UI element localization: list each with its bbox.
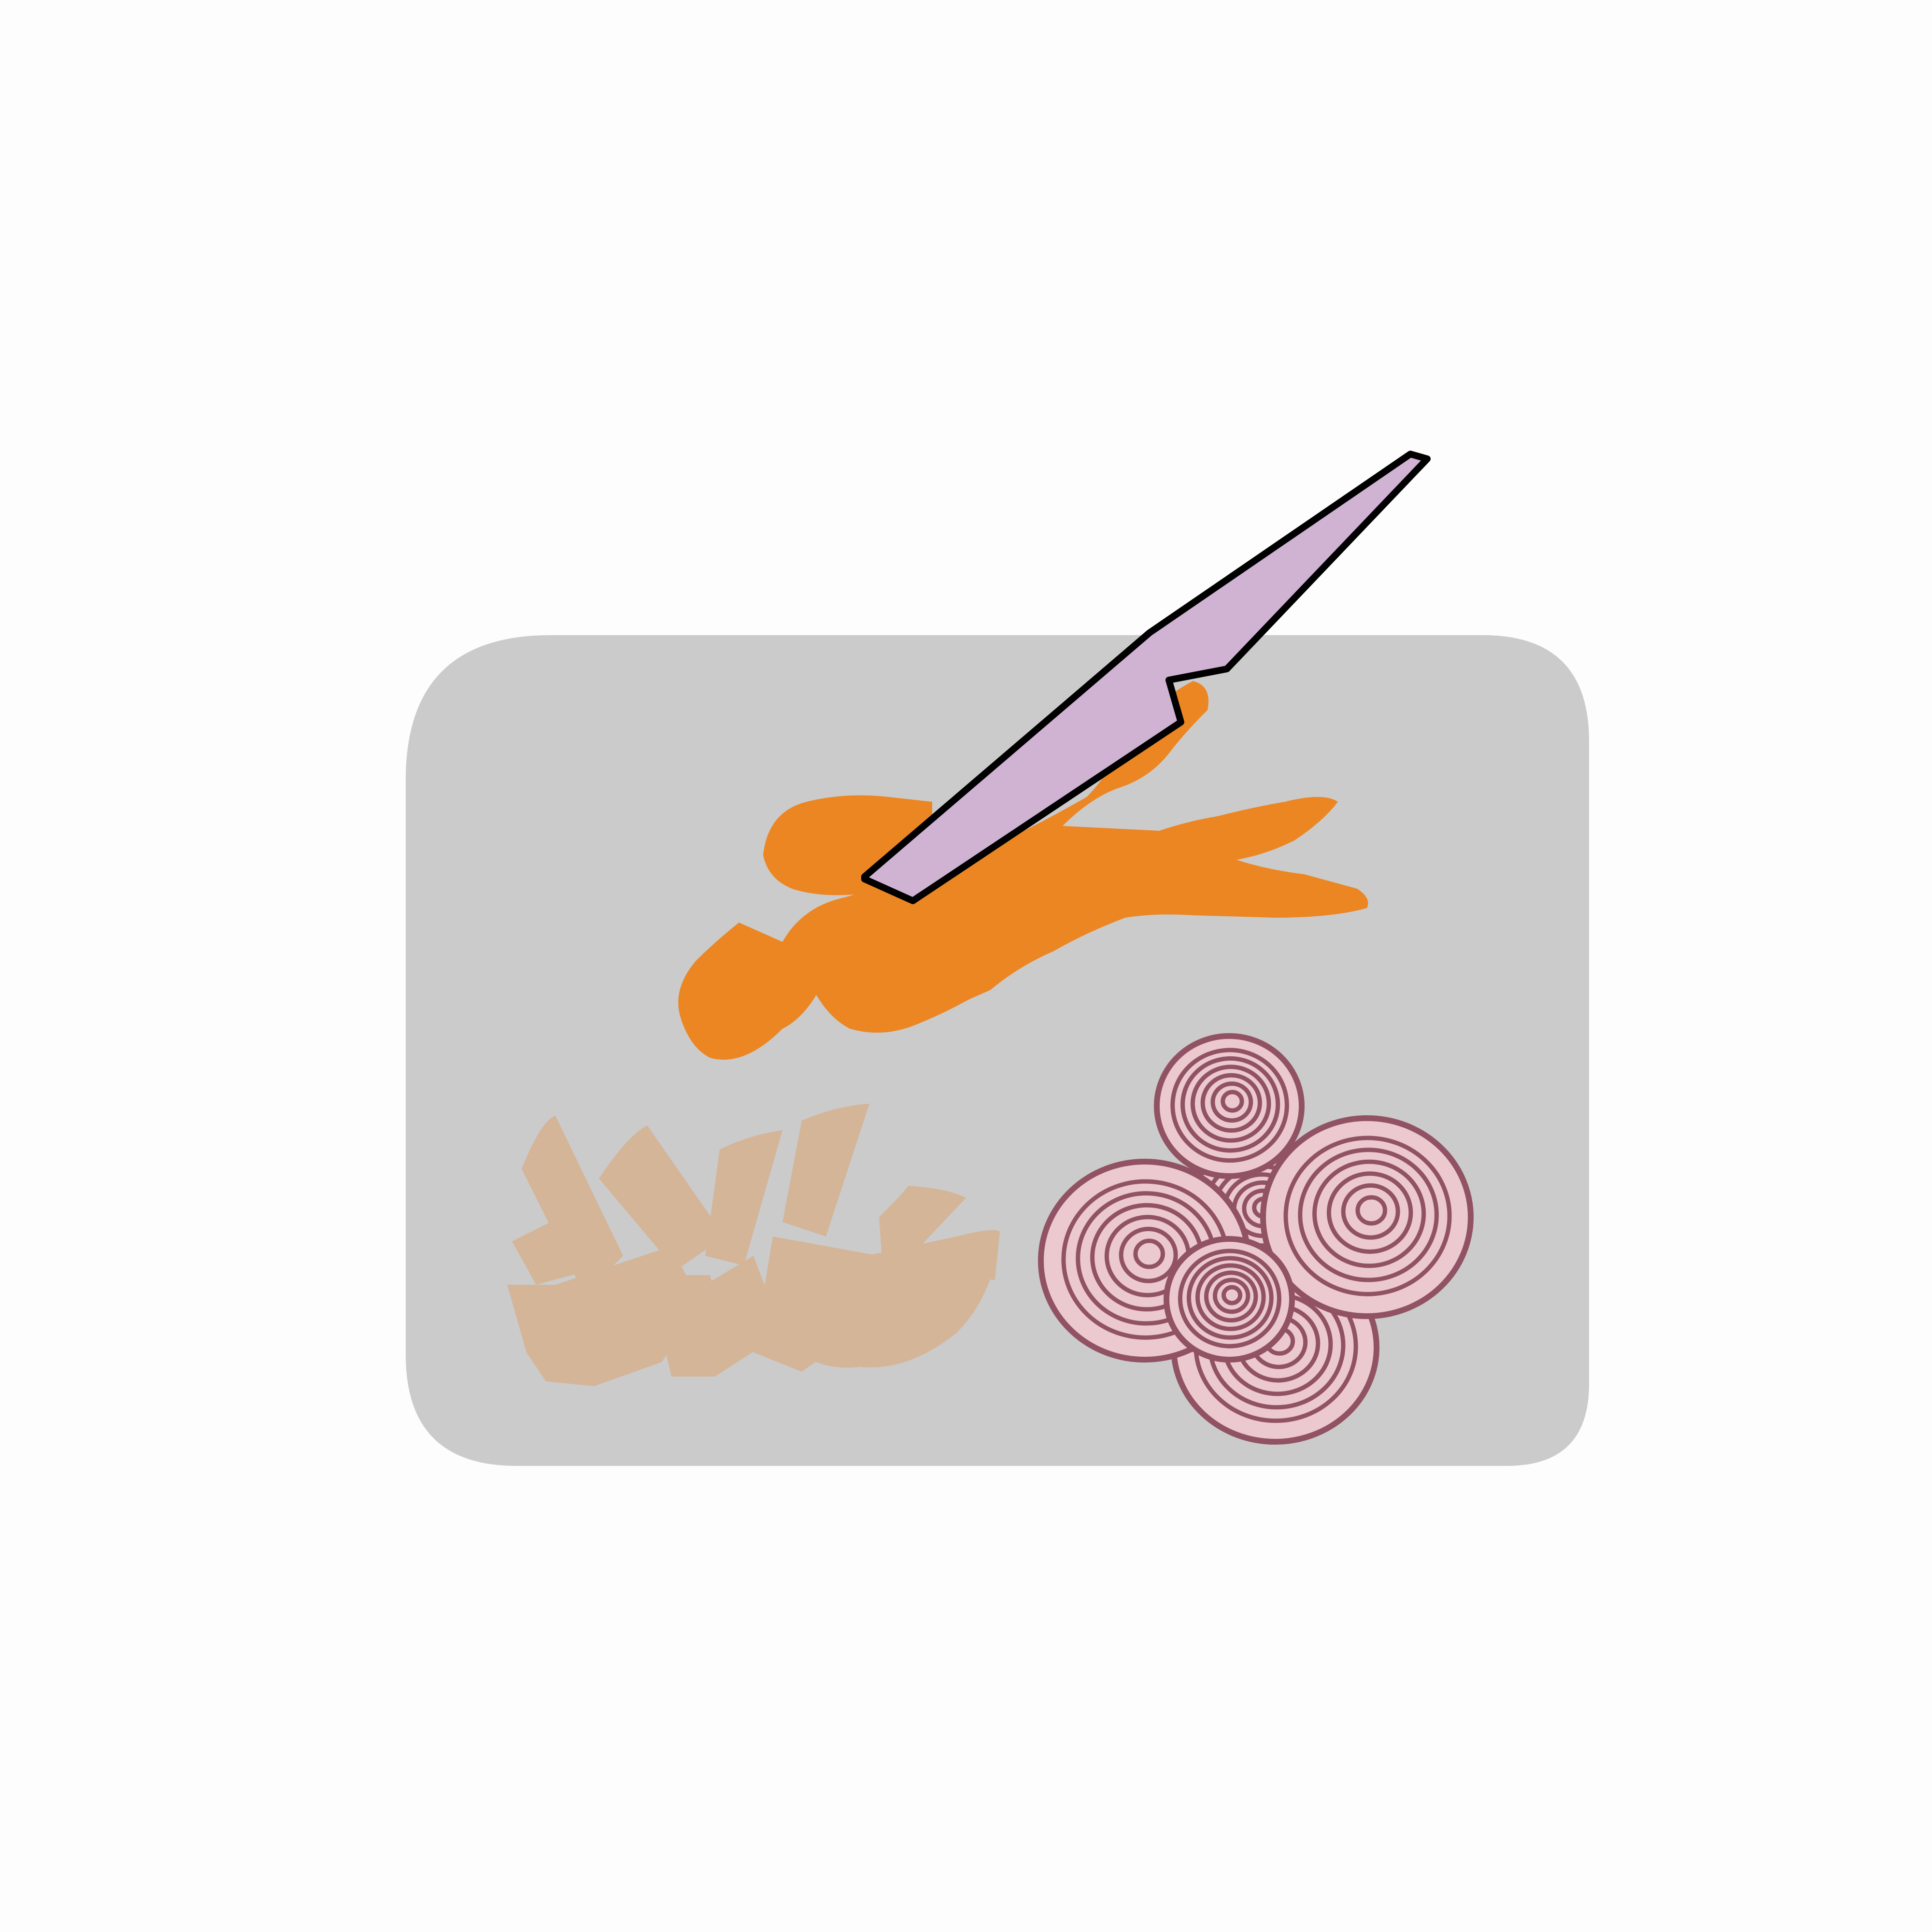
onion-ring	[1170, 1048, 1289, 1163]
onion-ring	[1212, 1278, 1250, 1314]
onion-ring	[1221, 1285, 1243, 1306]
onion-ring	[1133, 1238, 1165, 1269]
onion-ring	[1210, 1081, 1253, 1123]
onion-ring	[1186, 1256, 1274, 1340]
onion-ring	[1190, 1065, 1271, 1143]
onion-ring	[1312, 1159, 1426, 1268]
onion-ring	[1283, 1136, 1452, 1296]
onion-ring	[1195, 1263, 1266, 1331]
onion-slice	[1260, 1115, 1474, 1319]
knife-icon	[861, 451, 1431, 904]
onion-slice-outer	[1260, 1115, 1474, 1319]
onion-ring	[1341, 1183, 1400, 1240]
onion-ring	[1200, 1073, 1262, 1133]
onion-ring	[1178, 1249, 1281, 1349]
onion-ring	[1180, 1056, 1280, 1153]
potato-strips-icon	[507, 1104, 1000, 1386]
onion-ring	[1298, 1148, 1439, 1282]
onion-ring	[1355, 1195, 1387, 1226]
onion-slice	[1154, 1033, 1305, 1179]
onion-ring	[1204, 1270, 1258, 1323]
onion-ring	[1326, 1171, 1413, 1254]
onion-ring	[1221, 1090, 1244, 1113]
onion-slices-icon	[1038, 1033, 1474, 1445]
onion-ring	[1119, 1226, 1178, 1283]
onion-slice	[1164, 1236, 1295, 1363]
